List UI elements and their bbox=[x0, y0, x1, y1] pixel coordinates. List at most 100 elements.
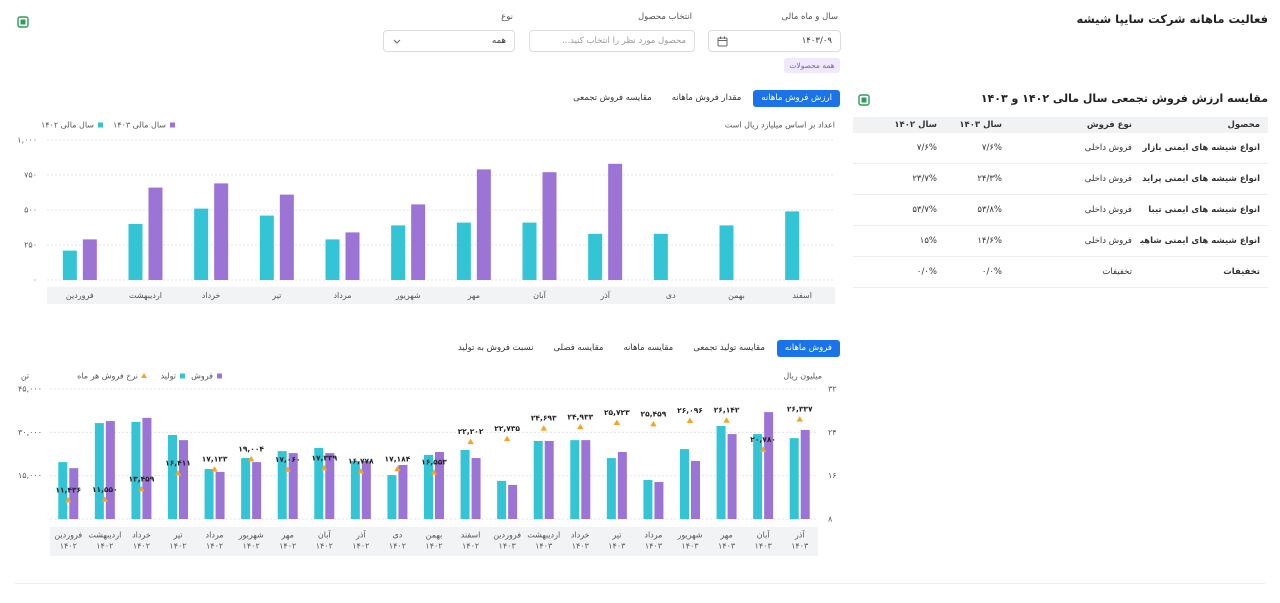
table-cell: فروش داخلی bbox=[1010, 133, 1140, 164]
rate-label: ۲۶,۰۹۶ bbox=[677, 406, 703, 415]
x-tick-label: مرداد bbox=[333, 291, 351, 300]
table-cell: ۵۳/۷% bbox=[853, 194, 945, 226]
rate-label: ۲۴,۹۳۳ bbox=[567, 412, 593, 421]
bar bbox=[345, 232, 360, 280]
column-header: محصول bbox=[1140, 117, 1268, 133]
x-tick-label: ۱۴۰۲ bbox=[279, 542, 296, 551]
bar bbox=[497, 480, 507, 519]
rate-label: ۲۲,۷۳۵ bbox=[494, 424, 520, 433]
legend-label: تولید bbox=[161, 372, 176, 381]
rate-marker bbox=[211, 466, 218, 472]
filter-label: سال و ماه مالی bbox=[781, 12, 838, 22]
rate-marker bbox=[394, 465, 401, 472]
table-cell: ۱۵% bbox=[853, 225, 945, 257]
y-tick-label: ۵۰۰ bbox=[24, 206, 37, 215]
bar bbox=[691, 460, 700, 519]
charts-canvas: ۰ ۲۵۰ ۵۰۰ ۷۵۰ ۱,۰۰۰ اعداد بر اساس میلیارد ریا… bbox=[17, 121, 837, 556]
rate-label: ۱۶,۷۷۸ bbox=[348, 456, 374, 465]
tab-bar: ارزش فروش ماهانه مقدار فروش ماهانه مقایسه … bbox=[565, 90, 840, 107]
x-tick-label: اردیبهشت bbox=[527, 531, 560, 540]
x-tick-label: تیر bbox=[271, 291, 281, 300]
tab[interactable]: مقایسه فصلی bbox=[553, 343, 604, 353]
column-header: نوع فروش bbox=[1010, 117, 1140, 133]
legend-swatch bbox=[98, 122, 103, 128]
rate-marker bbox=[357, 467, 365, 474]
x-tick-label: خرداد bbox=[132, 531, 151, 540]
tab[interactable]: مقایسه ماهانه bbox=[623, 343, 674, 353]
x-tick-label: ۱۴۰۲ bbox=[352, 542, 369, 551]
x-tick-label: فروردین bbox=[493, 531, 521, 540]
x-tick-label: دی bbox=[666, 291, 676, 300]
tab-active[interactable]: فروش ماهانه bbox=[776, 340, 840, 357]
tab[interactable]: نسبت فروش به تولید bbox=[457, 343, 534, 353]
bar bbox=[789, 438, 799, 519]
rate-marker bbox=[796, 416, 803, 422]
bar bbox=[215, 471, 225, 519]
date-input[interactable]: ۱۴۰۳/۰۹ bbox=[708, 30, 841, 52]
rate-label: ۱۳,۴۵۹ bbox=[129, 474, 155, 483]
rate-marker bbox=[101, 496, 109, 502]
bar bbox=[204, 469, 214, 519]
rate-marker bbox=[467, 438, 474, 445]
y-tick-label: ۱۵,۰۰۰ bbox=[18, 471, 42, 480]
bar bbox=[654, 482, 664, 519]
rate-label: ۱۹,۰۰۴ bbox=[238, 444, 264, 453]
bar bbox=[279, 194, 294, 280]
y-tick-label: ۱,۰۰۰ bbox=[17, 136, 37, 145]
header-row: محصول نوع فروش سال ۱۴۰۳ سال ۱۴۰۲ bbox=[853, 117, 1268, 133]
rate-label: ۲۴,۶۹۳ bbox=[531, 414, 557, 423]
excel-icon[interactable] bbox=[858, 94, 870, 106]
x-tick-label: ۱۴۰۲ bbox=[133, 542, 150, 551]
bar bbox=[314, 447, 324, 519]
x-tick-label: اسفند bbox=[792, 291, 812, 300]
type-select[interactable]: همه bbox=[383, 30, 515, 52]
product-input[interactable]: محصول مورد نظر را انتخاب کنید... bbox=[529, 30, 695, 52]
tab[interactable]: مقایسه فروش تجمعی bbox=[573, 93, 652, 103]
tab-bar: فروش ماهانه مقایسه تولید تجمعی مقایسه ماها… bbox=[450, 340, 840, 357]
bar bbox=[727, 434, 737, 519]
filter-label: انتخاب محصول bbox=[637, 12, 692, 22]
page-title: فعالیت ماهانه شرکت سایپا شیشه bbox=[1076, 12, 1268, 26]
bar bbox=[606, 458, 616, 519]
table-cell: تخفیفات bbox=[1140, 256, 1268, 288]
bar bbox=[69, 468, 79, 519]
rate-marker bbox=[650, 420, 657, 427]
x-tick-label: مرداد bbox=[644, 531, 662, 540]
x-tick-label: تیر bbox=[611, 531, 621, 540]
bar bbox=[350, 460, 360, 519]
rate-marker bbox=[723, 417, 730, 423]
x-tick-label: آبان bbox=[533, 290, 547, 300]
excel-icon[interactable] bbox=[17, 16, 29, 28]
table-cell: ۰/۰% bbox=[945, 256, 1010, 288]
x-tick-label: مهر bbox=[467, 291, 480, 300]
rate-label: ۱۷,۱۸۴ bbox=[385, 454, 411, 463]
rate-label: ۱۶,۴۱۱ bbox=[165, 458, 191, 467]
legend-swatch bbox=[180, 373, 185, 379]
legend-swatch bbox=[170, 122, 175, 128]
rate-marker bbox=[503, 435, 511, 442]
rate-marker bbox=[247, 455, 255, 462]
tab[interactable]: مقایسه تولید تجمعی bbox=[693, 343, 765, 353]
x-tick-label: خرداد bbox=[571, 531, 590, 540]
date-value: ۱۴۰۳/۰۹ bbox=[801, 36, 832, 46]
bar bbox=[716, 425, 726, 519]
legend-swatch bbox=[141, 373, 147, 378]
tab-active[interactable]: ارزش فروش ماهانه bbox=[753, 90, 840, 107]
x-tick-label: آبان bbox=[757, 530, 771, 540]
bar bbox=[288, 453, 298, 519]
comparison-table: محصول نوع فروش سال ۱۴۰۳ سال ۱۴۰۲ انواع شیشه… bbox=[853, 117, 1268, 288]
rate-marker bbox=[577, 423, 584, 430]
filter-tag[interactable]: همه محصولات bbox=[784, 58, 840, 73]
x-tick-label: اردیبهشت bbox=[129, 291, 162, 300]
x-tick-label: شهریور bbox=[676, 531, 702, 540]
bar bbox=[456, 222, 471, 280]
table-cell: تخفیفات bbox=[1010, 256, 1140, 288]
legend-label: سال مالی ۱۴۰۲ bbox=[41, 121, 94, 130]
table-row: انواع شیشه های ایمنی شاهین (...فروش داخل… bbox=[853, 225, 1268, 257]
calendar-icon bbox=[717, 36, 728, 47]
bar bbox=[643, 480, 653, 519]
bar bbox=[325, 453, 335, 519]
tab[interactable]: مقدار فروش ماهانه bbox=[671, 93, 742, 103]
bar bbox=[476, 169, 491, 280]
